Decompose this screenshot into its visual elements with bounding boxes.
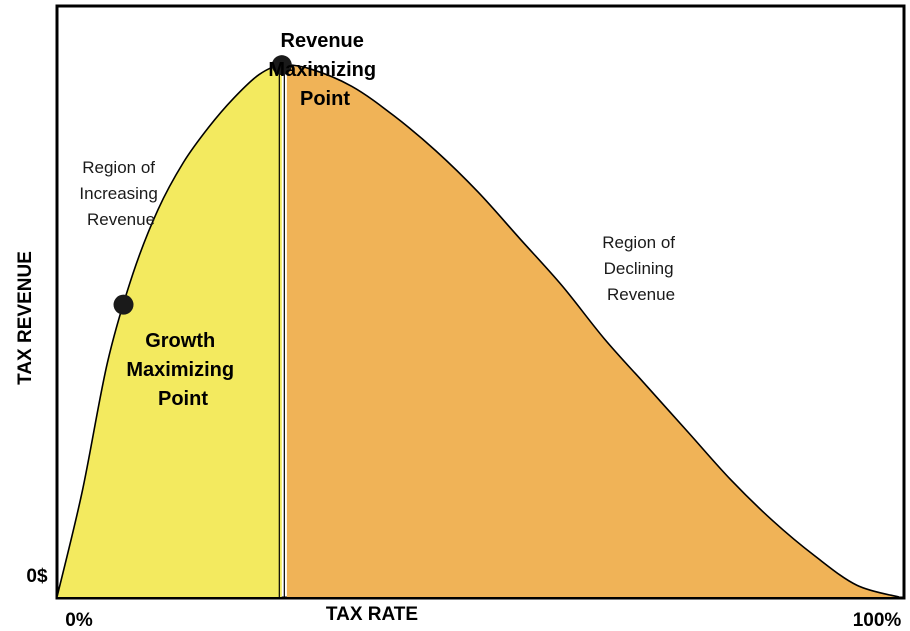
revenue-max-label-line-2: Maximizing [268,59,376,81]
x-axis-label: TAX RATE [326,604,418,625]
x-tick-label-max: 100% [853,610,902,631]
region-declining-label-line-2: Declining [604,259,674,278]
revenue-max-label: Revenue Maximizing Point [268,30,381,110]
region-declining-area [286,65,900,598]
region-increasing-label-line-1: Region of [82,158,155,177]
y-axis-label: TAX REVENUE [15,251,36,385]
plot-frame [55,4,906,600]
x-tick-label-min: 0% [65,610,93,631]
laffer-curve-line [56,64,900,598]
growth-max-label-line-1: Growth [145,330,215,352]
region-declining-label-line-1: Region of [602,233,675,252]
region-increasing-area [57,65,282,598]
region-declining-label-line-3: Revenue [607,285,675,304]
growth-max-label: Growth Maximizing Point [126,330,239,410]
revenue-max-label-line-3: Point [300,88,350,110]
revenue-max-label-line-1: Revenue [281,30,364,52]
region-increasing-label: Region of Increasing Revenue [79,158,162,229]
growth-maximizing-point [113,294,134,315]
region-declining-label: Region of Declining Revenue [602,233,680,304]
region-increasing-label-line-3: Revenue [87,210,155,229]
y-tick-label-min: 0$ [26,566,48,587]
growth-max-label-line-2: Maximizing [126,359,234,381]
growth-max-label-line-3: Point [158,388,208,410]
region-increasing-label-line-2: Increasing [79,184,157,203]
revenue-maximizing-point [271,55,292,76]
